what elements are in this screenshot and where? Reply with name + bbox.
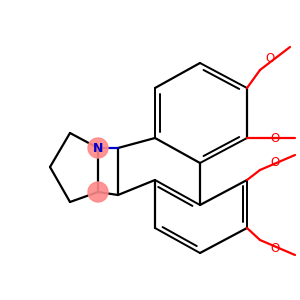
Circle shape	[88, 182, 108, 202]
Text: O: O	[270, 155, 280, 169]
Text: O: O	[270, 131, 280, 145]
Circle shape	[88, 138, 108, 158]
Text: O: O	[270, 242, 280, 254]
Text: O: O	[266, 52, 274, 64]
Text: N: N	[93, 142, 103, 154]
